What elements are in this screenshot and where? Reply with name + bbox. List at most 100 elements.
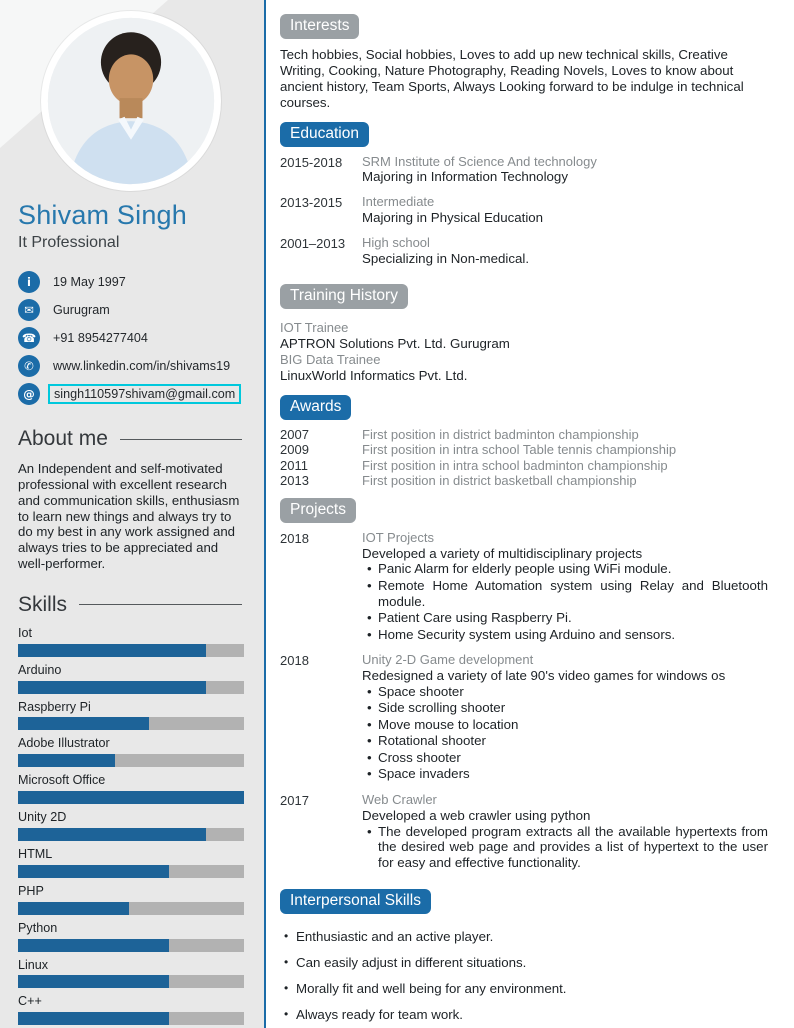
section-heading-education: Education — [280, 121, 369, 147]
skill-bar-track — [18, 754, 244, 768]
education-entry: 2015-2018 SRM Institute of Science And t… — [280, 154, 768, 186]
training-line: APTRON Solutions Pvt. Ltd. Gurugram — [280, 336, 510, 352]
contact-row: i 19 May 1997 — [18, 269, 244, 294]
section-projects: Projects 2018 IOT Projects Developed a v… — [280, 489, 768, 871]
skill-bar-fill — [18, 975, 170, 989]
project-bullet: Cross shooter — [362, 750, 768, 766]
person-name: Shivam Singh — [18, 200, 187, 230]
award-entry: 2011 First position in intra school badm… — [280, 458, 768, 474]
about-me-heading-text: About me — [18, 427, 108, 450]
section-heading-training: Training History — [280, 284, 408, 310]
contact-text: +91 8954277404 — [53, 330, 148, 345]
skill-bar-track — [18, 1012, 244, 1026]
project-summary: Redesigned a variety of late 90's video … — [362, 667, 726, 683]
skill-item: Arduino — [18, 662, 244, 694]
project-bullet: Home Security system using Arduino and s… — [362, 627, 768, 643]
skill-bar-track — [18, 827, 244, 841]
skill-bar-fill — [18, 864, 170, 878]
project-summary: Developed a variety of multidisciplinary… — [362, 545, 643, 561]
phone-icon: ☎ — [18, 326, 40, 349]
website-icon: ✆ — [18, 354, 40, 377]
contact-row: ✆ www.linkedin.com/in/shivams19 — [18, 353, 244, 378]
section-training-history: Training History IOT Trainee APTRON Solu… — [280, 275, 768, 383]
section-interpersonal-skills: Interpersonal Skills Enthusiastic and an… — [280, 880, 768, 1028]
project-bullet-list: The developed program extracts all the a… — [362, 824, 768, 871]
contact-row: @ singh110597shivam@gmail.com — [18, 381, 244, 406]
section-heading-interests: Interests — [280, 14, 360, 39]
award-year: 2013 — [280, 473, 309, 489]
skill-label: Arduino — [18, 662, 62, 677]
skill-bar-fill — [18, 643, 206, 657]
divider-line — [119, 438, 242, 440]
project-bullet: Remote Home Automation system using Rela… — [362, 578, 768, 609]
skill-bar-fill — [18, 901, 129, 915]
skill-bar-track — [18, 938, 244, 952]
contact-text: 19 May 1997 — [53, 274, 126, 289]
skill-bar-track — [18, 717, 244, 731]
project-title: IOT Projects — [362, 529, 435, 545]
project-title: Web Crawler — [362, 792, 437, 808]
skill-label: Raspberry Pi — [18, 699, 91, 714]
skill-bar-fill — [18, 827, 206, 841]
skill-bar-track — [18, 791, 244, 805]
section-awards: Awards 2007 First position in district b… — [280, 386, 768, 489]
education-school: High school — [362, 234, 430, 250]
icon-glyph: ✆ — [24, 358, 34, 373]
project-title: Unity 2-D Game development — [362, 652, 534, 668]
project-bullet: Patient Care using Raspberry Pi. — [362, 610, 768, 626]
sidebar: Shivam Singh It Professional i 19 May 19… — [0, 0, 264, 1028]
skill-label: C++ — [18, 994, 42, 1009]
skill-item: PHP — [18, 884, 244, 915]
education-years: 2013-2015 — [280, 195, 343, 211]
skill-bar-track — [18, 901, 244, 915]
skill-label: Unity 2D — [18, 810, 67, 825]
skill-bar-fill — [18, 754, 116, 768]
skills-heading: Skills — [18, 593, 244, 617]
icon-glyph: @ — [23, 386, 35, 401]
avatar — [47, 17, 215, 185]
skills-heading-text: Skills — [18, 592, 68, 616]
skill-item: Raspberry Pi — [18, 699, 244, 731]
project-bullet: Rotational shooter — [362, 733, 768, 749]
contact-text: Gurugram — [53, 302, 110, 317]
skill-label: Linux — [18, 957, 49, 972]
project-entry: 2017 Web Crawler Developed a web crawler… — [280, 792, 768, 871]
project-bullet-list: Panic Alarm for elderly people using WiF… — [362, 561, 768, 642]
contact-list: i 19 May 1997 ✉ Gurugram ☎ +91 895427740… — [18, 269, 244, 406]
project-summary: Developed a web crawler using python — [362, 807, 591, 823]
project-year: 2017 — [280, 793, 309, 809]
award-text: First position in intra school Table ten… — [362, 442, 677, 458]
contact-row: ☎ +91 8954277404 — [18, 325, 244, 350]
education-school: SRM Institute of Science And technology — [362, 153, 597, 169]
education-detail: Majoring in Information Technology — [362, 169, 568, 185]
skill-bar-track — [18, 680, 244, 694]
interpersonal-bullet: Morally fit and well being for any envir… — [280, 981, 768, 997]
training-line: BIG Data Trainee — [280, 352, 381, 367]
contact-text[interactable]: singh110597shivam@gmail.com — [48, 383, 242, 404]
icon-glyph: i — [27, 274, 31, 289]
project-year: 2018 — [280, 653, 309, 669]
project-bullet: Space shooter — [362, 684, 768, 700]
birthdate-icon: i — [18, 270, 40, 293]
skill-item: Adobe Illustrator — [18, 737, 244, 768]
training-line: IOT Trainee — [280, 320, 349, 336]
project-bullet: Panic Alarm for elderly people using WiF… — [362, 561, 768, 577]
interpersonal-bullet-list: Enthusiastic and an active player. Can e… — [280, 929, 768, 1028]
profile-photo — [41, 11, 221, 191]
skill-bar-fill — [18, 717, 150, 731]
mail-icon: ✉ — [18, 298, 40, 321]
award-entry: 2007 First position in district badminto… — [280, 427, 768, 443]
section-interests: Interests Tech hobbies, Social hobbies, … — [280, 12, 768, 111]
award-year: 2007 — [280, 426, 309, 442]
skill-bar-track — [18, 975, 244, 989]
education-years: 2015-2018 — [280, 154, 343, 170]
skill-item: Python — [18, 921, 244, 952]
project-year: 2018 — [280, 530, 309, 546]
award-entry: 2009 First position in intra school Tabl… — [280, 442, 768, 458]
project-bullet: Space invaders — [362, 766, 768, 782]
interests-text: Tech hobbies, Social hobbies, Loves to a… — [280, 47, 744, 110]
skill-bar-track — [18, 864, 244, 878]
training-line: LinuxWorld Informatics Pvt. Ltd. — [280, 367, 468, 383]
skill-bar-track — [18, 643, 244, 657]
contact-text[interactable]: www.linkedin.com/in/shivams19 — [53, 358, 231, 373]
